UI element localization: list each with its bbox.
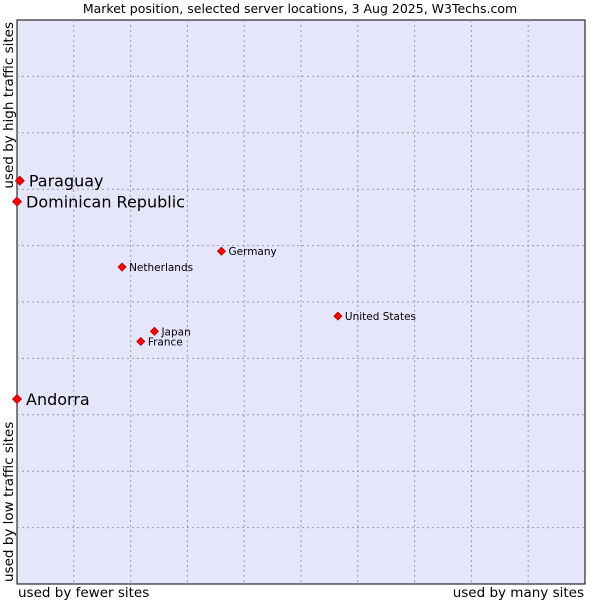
point-marker-france bbox=[136, 336, 146, 347]
point-dominican-republic: Dominican Republic bbox=[11, 193, 185, 212]
point-france: France bbox=[136, 336, 183, 348]
point-japan: Japan bbox=[149, 326, 191, 338]
point-label-netherlands: Netherlands bbox=[129, 262, 193, 274]
point-marker-andorra bbox=[11, 393, 23, 405]
point-united-states: United States bbox=[333, 311, 416, 323]
point-netherlands: Netherlands bbox=[117, 262, 193, 274]
point-label-dominican-republic: Dominican Republic bbox=[26, 193, 185, 212]
point-label-united-states: United States bbox=[345, 311, 416, 323]
grid-lines bbox=[17, 20, 585, 584]
point-marker-dominican-republic bbox=[11, 196, 23, 207]
point-label-germany: Germany bbox=[228, 246, 276, 258]
x-axis-label-left: used by fewer sites bbox=[18, 585, 149, 600]
y-axis-label-top: used by high traffic sites bbox=[1, 22, 17, 189]
point-marker-netherlands bbox=[117, 262, 127, 272]
chart-title: Market position, selected server locatio… bbox=[83, 1, 517, 16]
point-label-paraguay: Paraguay bbox=[29, 172, 104, 191]
point-marker-united-states bbox=[333, 311, 343, 321]
point-label-france: France bbox=[148, 336, 183, 348]
point-label-andorra: Andorra bbox=[26, 390, 90, 409]
point-marker-japan bbox=[149, 326, 160, 336]
point-paraguay: Paraguay bbox=[14, 172, 104, 191]
point-marker-paraguay bbox=[14, 175, 25, 186]
point-andorra: Andorra bbox=[11, 390, 90, 409]
point-label-japan: Japan bbox=[160, 326, 190, 338]
y-axis-label-bottom: used by low traffic sites bbox=[1, 422, 17, 582]
data-points: Paraguay Dominican Republic Andorra Germany… bbox=[11, 172, 416, 409]
point-germany: Germany bbox=[216, 246, 277, 258]
point-marker-germany bbox=[216, 246, 227, 256]
x-axis-label-right: used by many sites bbox=[453, 585, 584, 600]
